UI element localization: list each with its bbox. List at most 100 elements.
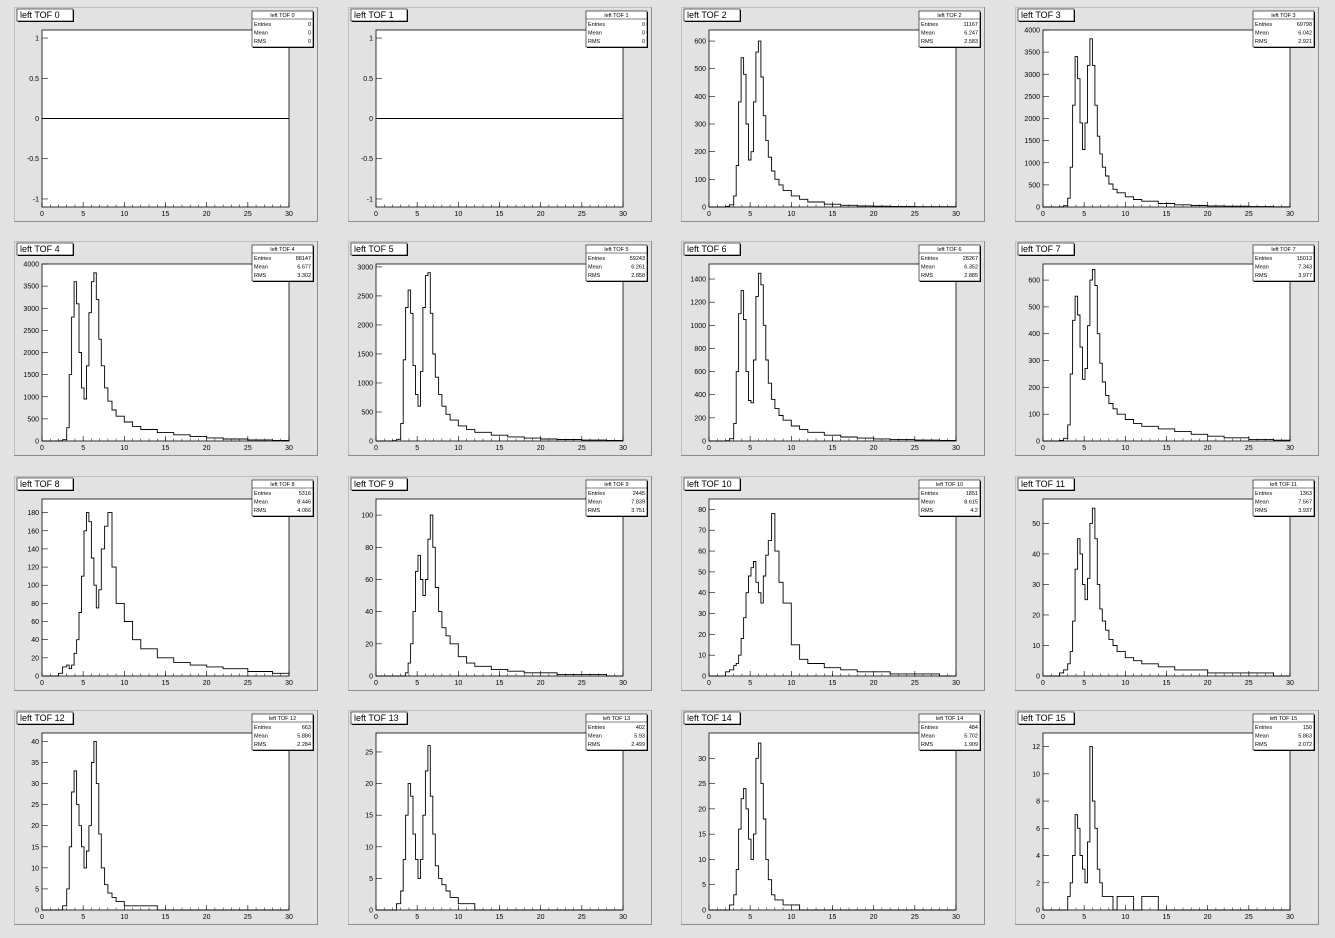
y-tick-label: 4000 xyxy=(23,262,39,269)
stats-entries-label: Entries xyxy=(1255,491,1272,497)
plot-frame xyxy=(1042,732,1291,911)
x-tick-label: 30 xyxy=(952,211,960,218)
y-tick-label: 400 xyxy=(1028,331,1040,338)
stats-name: left TOF 14 xyxy=(936,716,963,722)
y-tick-label: 3500 xyxy=(23,284,39,291)
y-tick-label: 0 xyxy=(702,205,706,212)
x-tick-label: 25 xyxy=(1245,211,1253,218)
y-tick-label: 1200 xyxy=(690,300,706,307)
stats-entries-label: Entries xyxy=(588,22,605,28)
stats-rms-value: 2.583 xyxy=(964,39,978,45)
plot-frame xyxy=(708,498,957,677)
stats-entries-label: Entries xyxy=(254,22,271,28)
stats-mean-label: Mean xyxy=(921,265,935,271)
y-tick-label: 30 xyxy=(698,756,706,763)
y-tick-label: 8 xyxy=(1036,799,1040,806)
histogram-series xyxy=(376,272,624,442)
y-tick-label: 0 xyxy=(702,674,706,681)
y-tick-label: 80 xyxy=(698,507,706,514)
x-tick-label: 25 xyxy=(1245,445,1253,452)
x-tick-label: 5 xyxy=(81,680,85,687)
stats-mean-value: 6.352 xyxy=(964,265,978,271)
stats-mean-value: 6.261 xyxy=(631,265,645,271)
y-tick-label: 100 xyxy=(1028,412,1040,419)
y-tick-label: 40 xyxy=(31,739,39,746)
x-tick-label: 20 xyxy=(537,914,545,921)
x-tick-label: 20 xyxy=(1204,680,1212,687)
stats-mean-label: Mean xyxy=(921,500,935,506)
x-tick-label: 20 xyxy=(1204,445,1212,452)
y-tick-label: 20 xyxy=(31,655,39,662)
stats-rms-label: RMS xyxy=(254,508,267,514)
x-tick-label: 0 xyxy=(374,914,378,921)
y-tick-label: 0 xyxy=(369,116,373,123)
histogram-pad: 0 5 10 15 20 25 30 0 200 400 600 800 1000 1200 1400 lef… xyxy=(681,241,985,456)
y-tick-label: 180 xyxy=(27,510,39,517)
y-tick-label: 60 xyxy=(365,577,373,584)
histogram-series xyxy=(1043,746,1290,911)
y-tick-label: 1400 xyxy=(690,277,706,284)
x-tick-label: 15 xyxy=(1163,914,1171,921)
y-tick-label: 0.5 xyxy=(29,76,39,83)
x-tick-label: 0 xyxy=(707,680,711,687)
y-tick-label: 1500 xyxy=(23,372,39,379)
stats-mean-label: Mean xyxy=(921,31,935,37)
histogram-series xyxy=(42,740,289,911)
y-tick-label: 30 xyxy=(698,611,706,618)
stats-rms-label: RMS xyxy=(1255,39,1268,45)
x-tick-label: 15 xyxy=(829,680,837,687)
stats-box xyxy=(918,713,981,751)
histogram-svg: 0 5 10 15 20 25 30 0 500 1000 1500 2000 2500 3000 left… xyxy=(348,241,652,456)
histogram-series xyxy=(1043,268,1291,442)
stats-mean-value: 5.886 xyxy=(297,734,311,740)
stats-name: left TOF 9 xyxy=(604,482,628,488)
plot-title: left TOF 11 xyxy=(1021,479,1065,489)
x-tick-label: 10 xyxy=(1121,680,1129,687)
stats-rms-value: 2.499 xyxy=(631,742,645,748)
stats-entries-value: 59243 xyxy=(630,256,645,262)
x-tick-label: 15 xyxy=(829,914,837,921)
y-tick-label: 0.5 xyxy=(363,76,373,83)
stats-mean-value: 5.93 xyxy=(634,734,645,740)
stats-name: left TOF 4 xyxy=(270,247,294,253)
stats-entries-label: Entries xyxy=(254,491,271,497)
y-tick-label: 0 xyxy=(369,908,373,915)
x-tick-label: 30 xyxy=(1286,680,1294,687)
x-tick-label: 0 xyxy=(40,445,44,452)
x-tick-label: 15 xyxy=(829,211,837,218)
histogram-svg: 0 5 10 15 20 25 30 0 10 20 30 40 50 60 70 80 left TOF 10… xyxy=(681,476,985,691)
stats-box xyxy=(585,10,648,48)
stats-entries-value: 0 xyxy=(308,22,311,28)
histogram-series xyxy=(42,512,290,677)
histogram-pad: 0 5 10 15 20 25 30 0 100 200 300 400 500 600 left TOF … xyxy=(1015,241,1319,456)
plot-title: left TOF 9 xyxy=(354,479,394,489)
histogram-svg: 0 5 10 15 20 25 30 0 500 1000 1500 2000 2500 3000 3500… xyxy=(1015,7,1319,222)
stats-entries-label: Entries xyxy=(588,256,605,262)
y-tick-label: 10 xyxy=(698,857,706,864)
stats-entries-value: 663 xyxy=(302,725,311,731)
y-tick-label: 5 xyxy=(702,882,706,889)
y-tick-label: 0 xyxy=(1036,908,1040,915)
histogram-series xyxy=(1043,38,1291,208)
stats-name: left TOF 10 xyxy=(936,482,963,488)
histogram-svg: 0 5 10 15 20 25 30 -1 -0.5 0 0.5 1 left TOF 0 left TO… xyxy=(14,7,318,222)
histogram-pad: 0 5 10 15 20 25 30 0 20 40 60 80 100 left TOF 9 left T… xyxy=(348,476,652,691)
x-tick-label: 15 xyxy=(162,445,170,452)
x-tick-label: 30 xyxy=(285,680,293,687)
histogram-pad: 0 5 10 15 20 25 30 0 5 10 15 20 25 30 35 40 left TOF 12 l… xyxy=(14,710,318,925)
stats-entries-value: 2445 xyxy=(633,491,645,497)
x-tick-label: 10 xyxy=(787,445,795,452)
x-tick-label: 10 xyxy=(454,211,462,218)
y-tick-label: -1 xyxy=(367,196,373,203)
x-tick-label: 5 xyxy=(748,680,752,687)
x-tick-label: 30 xyxy=(285,914,293,921)
y-tick-label: 500 xyxy=(694,66,706,73)
histogram-pad: 0 5 10 15 20 25 30 0 100 200 300 400 500 600 left TOF … xyxy=(681,7,985,222)
stats-rms-value: 3.937 xyxy=(1298,508,1312,514)
y-tick-label: 20 xyxy=(698,632,706,639)
stats-rms-value: 4.066 xyxy=(297,508,311,514)
histogram-pad: 0 5 10 15 20 25 30 0 10 20 30 40 50 left TOF 11 left T… xyxy=(1015,476,1319,691)
x-tick-label: 10 xyxy=(120,211,128,218)
stats-mean-label: Mean xyxy=(921,734,935,740)
